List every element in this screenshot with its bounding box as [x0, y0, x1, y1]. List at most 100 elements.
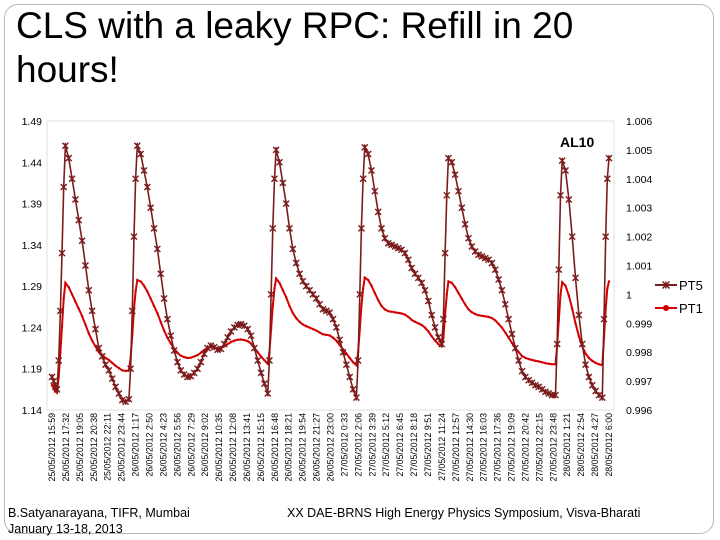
data-point	[182, 355, 186, 359]
x-tick-label: 27/05/2012 17:36	[493, 413, 503, 482]
data-point	[64, 281, 67, 285]
data-point	[107, 358, 111, 362]
data-point	[458, 204, 466, 212]
data-point	[393, 311, 397, 314]
data-point	[274, 277, 278, 280]
y-left-tick-label: 1.14	[22, 405, 43, 417]
data-point	[315, 329, 318, 332]
series-layer	[48, 142, 613, 406]
data-point	[423, 326, 427, 329]
data-point	[153, 245, 161, 253]
data-point	[531, 381, 539, 389]
data-point	[461, 220, 469, 228]
data-point	[339, 348, 347, 356]
data-point	[417, 322, 420, 325]
data-point	[125, 395, 133, 403]
x-tick-label: 26/05/2012 19:54	[298, 413, 308, 482]
data-point	[137, 150, 145, 158]
data-point	[403, 313, 407, 316]
data-point	[547, 362, 550, 365]
data-point	[582, 361, 590, 369]
data-point	[438, 340, 446, 348]
data-point	[134, 290, 137, 293]
x-tick-label: 28/05/2012 4:27	[590, 413, 600, 477]
data-point	[553, 340, 561, 348]
data-point	[484, 315, 487, 318]
series-line	[51, 144, 610, 403]
y-left-tick-label: 1.29	[22, 281, 43, 293]
data-point	[152, 304, 156, 308]
data-point	[410, 318, 413, 322]
data-point	[480, 314, 484, 317]
data-point	[179, 354, 182, 357]
data-point	[511, 344, 519, 352]
x-tick-label: 25/05/2012 20:38	[89, 413, 99, 482]
data-point	[318, 331, 321, 334]
data-point	[390, 310, 393, 313]
data-point	[289, 245, 297, 253]
data-point	[335, 339, 338, 342]
series-pt5	[48, 142, 613, 406]
data-point	[273, 287, 276, 290]
x-tick-label: 26/05/2012 2:50	[144, 413, 154, 477]
data-point	[291, 311, 295, 315]
x-tick-label: 27/05/2012 16:03	[479, 413, 489, 482]
y-right-tick-label: 1.005	[626, 145, 652, 157]
data-point	[381, 234, 389, 242]
data-point	[322, 307, 330, 315]
y-right-tick-label: 1	[626, 289, 632, 301]
data-point	[61, 142, 69, 150]
data-point	[256, 351, 259, 354]
x-tick-label: 26/05/2012 4:23	[158, 413, 168, 477]
data-point	[298, 320, 301, 324]
y-right-tick-label: 1.006	[626, 116, 652, 128]
data-point	[328, 334, 331, 337]
presentation-dates: January 13-18, 2013	[8, 522, 123, 536]
data-point	[112, 383, 120, 391]
x-tick-label: 26/05/2012 7:29	[186, 413, 196, 477]
data-point	[170, 347, 178, 355]
data-point	[247, 332, 255, 340]
data-point	[373, 291, 377, 295]
data-point	[65, 154, 73, 162]
y-right-tick-label: 1.004	[626, 174, 652, 186]
data-point	[567, 294, 571, 298]
data-point	[60, 324, 64, 328]
legend-label: PT5	[679, 278, 703, 293]
data-point	[88, 307, 96, 315]
data-point	[259, 355, 263, 358]
data-point	[524, 356, 527, 360]
y-right-tick-label: 0.998	[626, 347, 652, 359]
data-point	[488, 259, 496, 267]
data-point	[336, 336, 344, 344]
y-right-tick-label: 1.003	[626, 203, 652, 215]
data-point	[540, 361, 544, 364]
y-right-tick-label: 0.996	[626, 405, 652, 417]
data-point	[565, 195, 573, 203]
data-point	[571, 307, 574, 311]
data-point	[374, 208, 382, 216]
data-point	[559, 293, 562, 296]
data-point	[361, 287, 365, 290]
x-tick-label: 27/05/2012 3:39	[367, 413, 377, 477]
data-point	[249, 342, 253, 345]
slide-title: CLS with a leaky RPC: Refill in 20 hours…	[16, 5, 574, 90]
legend-entry-pt1: PT1	[655, 301, 703, 316]
data-point	[349, 385, 357, 393]
data-point	[62, 297, 65, 300]
data-point	[236, 338, 239, 341]
data-point	[70, 293, 74, 296]
y-left-tick-label: 1.24	[22, 322, 43, 334]
data-point	[451, 171, 459, 179]
data-point	[356, 290, 364, 298]
data-point	[585, 373, 593, 381]
legend-entry-pt5: PT5	[655, 278, 703, 293]
data-point	[600, 315, 608, 323]
data-point	[544, 361, 547, 365]
data-point	[430, 335, 433, 338]
data-point	[91, 325, 99, 333]
data-point	[355, 364, 358, 367]
data-point	[495, 276, 503, 284]
data-point	[55, 356, 63, 364]
data-point	[572, 274, 580, 282]
